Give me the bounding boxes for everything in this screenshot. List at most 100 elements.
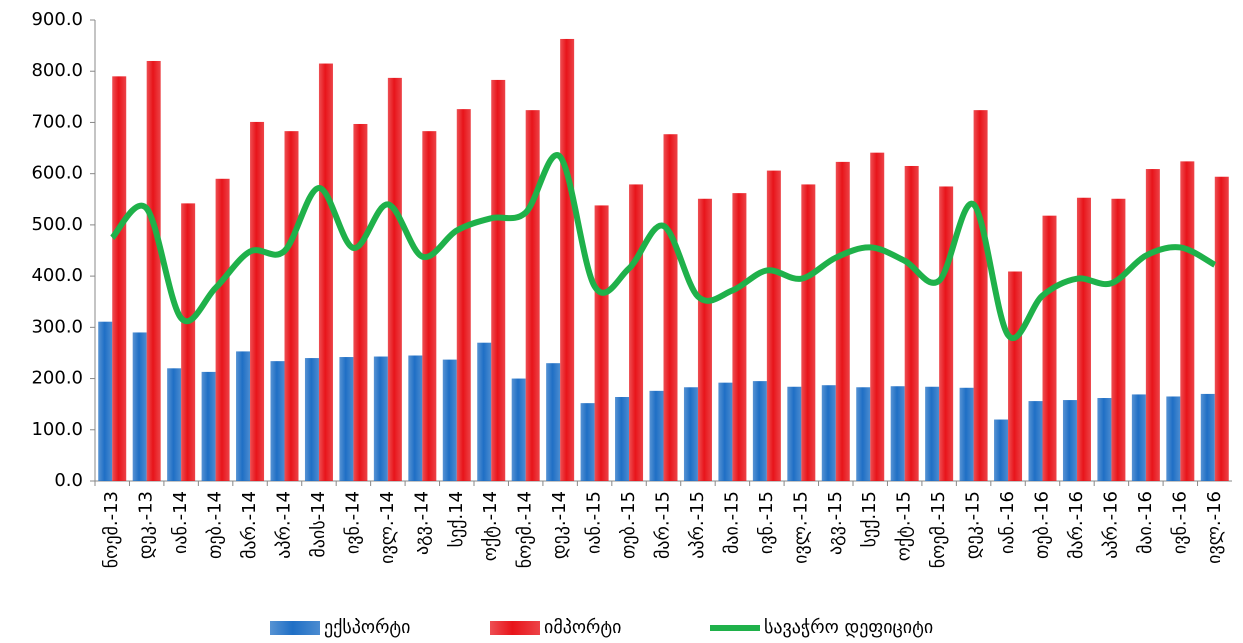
bar (718, 382, 733, 481)
y-tick-label: 400.0 (31, 265, 83, 286)
bar (870, 152, 885, 481)
bar (649, 390, 664, 481)
bar (663, 134, 678, 481)
x-tick-label: დეკ.-13 (136, 491, 157, 559)
x-tick-label: მარ.-14 (239, 491, 260, 559)
bar (697, 198, 712, 481)
x-tick-label: ივნ.-14 (342, 491, 363, 554)
bar (890, 386, 905, 481)
x-tick-label: მაის-14 (308, 491, 329, 558)
bar (1028, 401, 1043, 481)
bar (167, 368, 182, 481)
x-tick-label: მარ.-16 (1066, 491, 1087, 559)
x-tick-label: ოქტ.-14 (480, 491, 501, 561)
bar (683, 387, 698, 481)
x-tick-label: ოქტ.-15 (894, 491, 915, 561)
x-tick-label: ივნ.-16 (1169, 491, 1190, 554)
bar (1145, 169, 1160, 481)
bar (939, 186, 954, 481)
bar (1008, 271, 1023, 481)
bar (236, 351, 251, 481)
bar (201, 371, 216, 481)
bar (491, 79, 506, 482)
x-tick-label: მაი.-15 (721, 491, 742, 554)
bar (959, 387, 974, 481)
y-tick-label: 100.0 (31, 419, 83, 440)
x-tick-label: იან.-15 (584, 491, 605, 554)
bar (1166, 396, 1181, 481)
x-tick-label: იან.-14 (170, 491, 191, 554)
bar (732, 193, 747, 481)
x-tick-label: თებ.-15 (618, 491, 639, 559)
y-tick-label: 700.0 (31, 111, 83, 132)
x-tick-label: აგვ.-14 (411, 491, 432, 555)
bar (387, 77, 402, 482)
bar (373, 356, 388, 481)
bar (422, 131, 437, 481)
bar (215, 178, 230, 482)
bar (112, 76, 127, 481)
bar (766, 170, 781, 482)
bar (904, 165, 919, 481)
y-tick-label: 500.0 (31, 214, 83, 235)
y-tick-label: 900.0 (31, 9, 83, 30)
bar (284, 131, 299, 481)
legend-label: იმპორტი (544, 617, 621, 638)
bar (973, 110, 988, 481)
x-tick-label: მაი.-16 (1135, 491, 1156, 554)
bar (925, 386, 940, 481)
y-tick-label: 600.0 (31, 163, 83, 184)
x-tick-label: ივნ.-15 (756, 491, 777, 554)
bar (580, 403, 595, 481)
legend-label: ექსპორტი (324, 617, 410, 638)
bar (629, 184, 644, 481)
y-tick-label: 800.0 (31, 60, 83, 81)
bar (304, 358, 319, 481)
bar (250, 121, 265, 481)
legend-label: სავაჭრო დეფიციტი (764, 617, 933, 638)
bar (835, 161, 850, 481)
bar (1042, 215, 1057, 481)
x-tick-label: მარ.-15 (653, 491, 674, 559)
bar (146, 60, 161, 481)
bar (318, 63, 333, 482)
bar (181, 203, 196, 481)
x-tick-label: ნოემ.-14 (515, 491, 536, 568)
legend-swatch (490, 621, 540, 635)
x-tick-label: ივლ.-14 (377, 491, 398, 564)
line (109, 152, 1217, 341)
x-tick-label: ივლ.-15 (790, 491, 811, 564)
bar (270, 361, 285, 481)
bar (456, 109, 471, 482)
bar (98, 321, 113, 481)
x-tick-label: აპრ.-14 (274, 491, 295, 559)
bar (525, 110, 540, 481)
x-tick-label: აგვ.-15 (825, 491, 846, 555)
bar (594, 205, 609, 481)
x-tick-label: თებ.-16 (1032, 491, 1053, 559)
x-tick-label: ნოემ.-13 (101, 491, 122, 568)
y-tick-label: 200.0 (31, 368, 83, 389)
x-tick-label: იან.-16 (997, 491, 1018, 554)
legend-swatch (270, 621, 320, 635)
x-tick-label: აპრ.-15 (687, 491, 708, 559)
bar (1076, 197, 1091, 482)
bar (1097, 398, 1112, 481)
bar (1131, 394, 1146, 481)
bar (477, 342, 492, 481)
x-tick-label: დეკ.-14 (549, 491, 570, 559)
bar (353, 123, 368, 481)
x-tick-label: სექ.15 (859, 491, 880, 547)
bar (787, 386, 802, 481)
bar (821, 385, 836, 481)
bar (615, 396, 630, 481)
bar (856, 387, 871, 481)
x-tick-label: დეკ.-15 (963, 491, 984, 559)
bar (132, 332, 147, 481)
x-tick-label: ნოემ.-15 (928, 491, 949, 568)
x-tick-label: თებ.-14 (205, 491, 226, 559)
y-tick-label: 0.0 (54, 470, 83, 491)
bar (994, 419, 1009, 481)
bar (408, 355, 423, 481)
